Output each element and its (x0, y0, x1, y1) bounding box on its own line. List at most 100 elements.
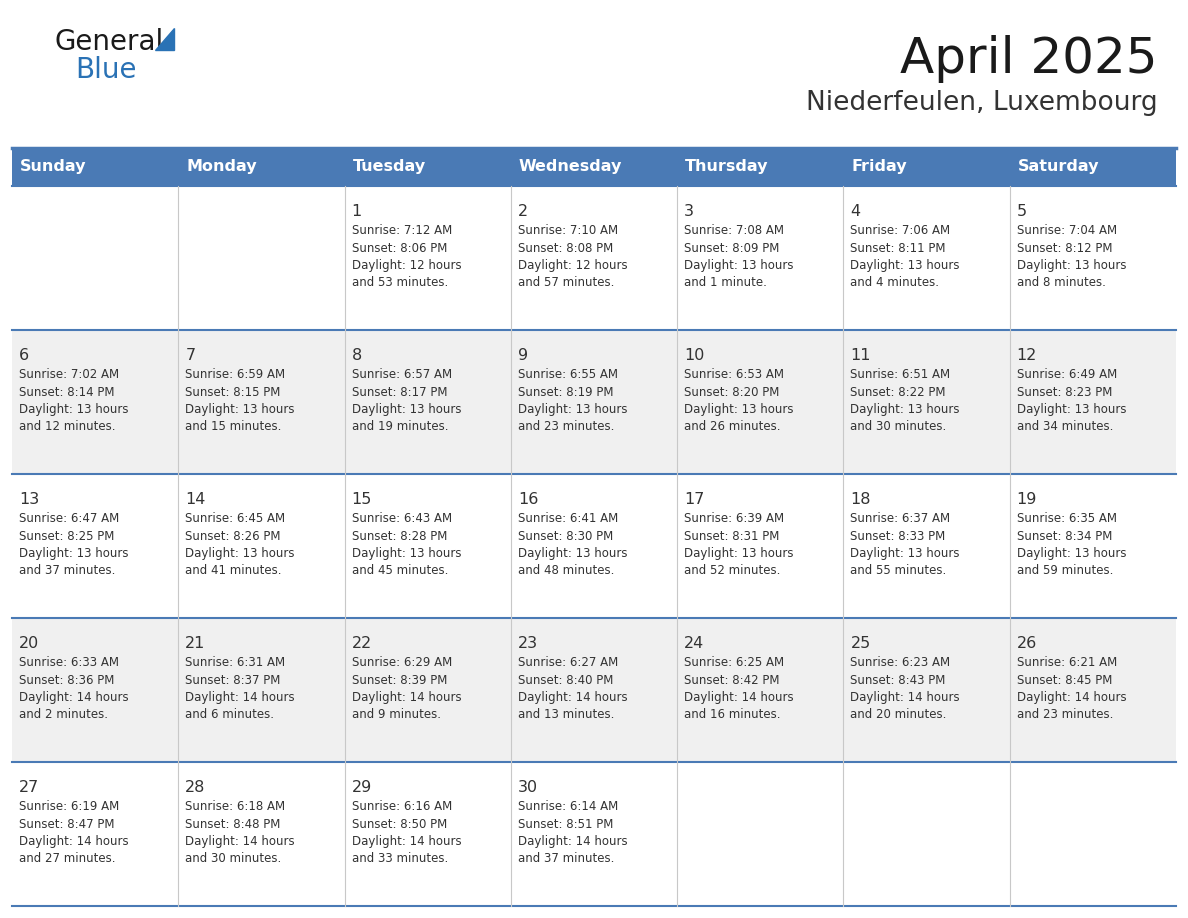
Text: Sunset: 8:39 PM: Sunset: 8:39 PM (352, 674, 447, 687)
Text: Sunrise: 6:43 AM: Sunrise: 6:43 AM (352, 512, 451, 525)
Text: and 19 minutes.: and 19 minutes. (352, 420, 448, 433)
Bar (12, 618, 1176, 762)
Text: Sunset: 8:09 PM: Sunset: 8:09 PM (684, 241, 779, 254)
Text: Sunrise: 6:39 AM: Sunrise: 6:39 AM (684, 512, 784, 525)
Text: and 55 minutes.: and 55 minutes. (851, 565, 947, 577)
Text: 1: 1 (352, 204, 362, 219)
Text: and 33 minutes.: and 33 minutes. (352, 853, 448, 866)
Text: Daylight: 13 hours: Daylight: 13 hours (684, 547, 794, 560)
Text: 30: 30 (518, 780, 538, 795)
Text: 19: 19 (1017, 492, 1037, 507)
Text: and 34 minutes.: and 34 minutes. (1017, 420, 1113, 433)
Text: Daylight: 14 hours: Daylight: 14 hours (19, 835, 128, 848)
Text: Daylight: 13 hours: Daylight: 13 hours (185, 403, 295, 416)
Text: and 30 minutes.: and 30 minutes. (851, 420, 947, 433)
Text: Sunrise: 6:25 AM: Sunrise: 6:25 AM (684, 656, 784, 669)
Text: Daylight: 14 hours: Daylight: 14 hours (352, 691, 461, 704)
Polygon shape (154, 28, 173, 50)
Text: 18: 18 (851, 492, 871, 507)
Text: Sunset: 8:40 PM: Sunset: 8:40 PM (518, 674, 613, 687)
Text: 7: 7 (185, 348, 195, 363)
Text: Daylight: 13 hours: Daylight: 13 hours (684, 259, 794, 272)
Text: Daylight: 13 hours: Daylight: 13 hours (19, 403, 128, 416)
Text: Sunset: 8:33 PM: Sunset: 8:33 PM (851, 530, 946, 543)
Text: Daylight: 13 hours: Daylight: 13 hours (851, 403, 960, 416)
Text: Daylight: 14 hours: Daylight: 14 hours (851, 691, 960, 704)
Text: and 20 minutes.: and 20 minutes. (851, 709, 947, 722)
Bar (12, 762, 1176, 906)
Text: 4: 4 (851, 204, 860, 219)
Text: Sunrise: 7:02 AM: Sunrise: 7:02 AM (19, 368, 119, 381)
Text: Daylight: 13 hours: Daylight: 13 hours (19, 547, 128, 560)
Text: Sunset: 8:19 PM: Sunset: 8:19 PM (518, 386, 613, 398)
Text: Sunrise: 7:06 AM: Sunrise: 7:06 AM (851, 224, 950, 237)
Text: Sunset: 8:17 PM: Sunset: 8:17 PM (352, 386, 447, 398)
Text: Sunset: 8:22 PM: Sunset: 8:22 PM (851, 386, 946, 398)
Text: and 59 minutes.: and 59 minutes. (1017, 565, 1113, 577)
Text: Daylight: 13 hours: Daylight: 13 hours (518, 547, 627, 560)
Text: and 53 minutes.: and 53 minutes. (352, 276, 448, 289)
Text: and 48 minutes.: and 48 minutes. (518, 565, 614, 577)
Text: Sunrise: 6:37 AM: Sunrise: 6:37 AM (851, 512, 950, 525)
Text: Sunrise: 6:23 AM: Sunrise: 6:23 AM (851, 656, 950, 669)
Text: Sunset: 8:11 PM: Sunset: 8:11 PM (851, 241, 946, 254)
Text: Sunrise: 6:57 AM: Sunrise: 6:57 AM (352, 368, 451, 381)
Text: Daylight: 13 hours: Daylight: 13 hours (185, 547, 295, 560)
Text: Monday: Monday (187, 160, 257, 174)
Text: and 27 minutes.: and 27 minutes. (19, 853, 115, 866)
Text: and 13 minutes.: and 13 minutes. (518, 709, 614, 722)
Text: and 4 minutes.: and 4 minutes. (851, 276, 940, 289)
Text: 26: 26 (1017, 636, 1037, 651)
Text: Sunset: 8:26 PM: Sunset: 8:26 PM (185, 530, 280, 543)
Text: Sunrise: 6:49 AM: Sunrise: 6:49 AM (1017, 368, 1117, 381)
Text: Sunrise: 6:53 AM: Sunrise: 6:53 AM (684, 368, 784, 381)
Text: 9: 9 (518, 348, 527, 363)
Text: Sunrise: 6:21 AM: Sunrise: 6:21 AM (1017, 656, 1117, 669)
Text: Sunrise: 6:41 AM: Sunrise: 6:41 AM (518, 512, 618, 525)
Text: 24: 24 (684, 636, 704, 651)
Text: Sunset: 8:31 PM: Sunset: 8:31 PM (684, 530, 779, 543)
Text: 16: 16 (518, 492, 538, 507)
Text: 12: 12 (1017, 348, 1037, 363)
Text: Daylight: 12 hours: Daylight: 12 hours (518, 259, 627, 272)
Text: Sunset: 8:28 PM: Sunset: 8:28 PM (352, 530, 447, 543)
Text: 10: 10 (684, 348, 704, 363)
Text: Sunrise: 6:33 AM: Sunrise: 6:33 AM (19, 656, 119, 669)
Text: and 37 minutes.: and 37 minutes. (19, 565, 115, 577)
Text: Sunrise: 7:04 AM: Sunrise: 7:04 AM (1017, 224, 1117, 237)
Text: and 15 minutes.: and 15 minutes. (185, 420, 282, 433)
Text: Sunset: 8:48 PM: Sunset: 8:48 PM (185, 818, 280, 831)
Text: and 26 minutes.: and 26 minutes. (684, 420, 781, 433)
Text: Sunset: 8:25 PM: Sunset: 8:25 PM (19, 530, 114, 543)
Text: Daylight: 14 hours: Daylight: 14 hours (1017, 691, 1126, 704)
Bar (12, 148, 1176, 186)
Text: Sunrise: 7:08 AM: Sunrise: 7:08 AM (684, 224, 784, 237)
Bar (12, 186, 1176, 330)
Text: Daylight: 12 hours: Daylight: 12 hours (352, 259, 461, 272)
Text: Sunrise: 6:51 AM: Sunrise: 6:51 AM (851, 368, 950, 381)
Text: Daylight: 14 hours: Daylight: 14 hours (185, 691, 295, 704)
Text: 25: 25 (851, 636, 871, 651)
Text: 20: 20 (19, 636, 39, 651)
Text: and 37 minutes.: and 37 minutes. (518, 853, 614, 866)
Text: and 9 minutes.: and 9 minutes. (352, 709, 441, 722)
Text: Sunrise: 6:59 AM: Sunrise: 6:59 AM (185, 368, 285, 381)
Text: Saturday: Saturday (1018, 160, 1099, 174)
Text: 5: 5 (1017, 204, 1026, 219)
Text: Blue: Blue (75, 56, 137, 84)
Text: Sunset: 8:14 PM: Sunset: 8:14 PM (19, 386, 114, 398)
Text: Daylight: 14 hours: Daylight: 14 hours (19, 691, 128, 704)
Text: and 8 minutes.: and 8 minutes. (1017, 276, 1106, 289)
Text: and 1 minute.: and 1 minute. (684, 276, 767, 289)
Text: 17: 17 (684, 492, 704, 507)
Text: Sunset: 8:12 PM: Sunset: 8:12 PM (1017, 241, 1112, 254)
Text: Daylight: 13 hours: Daylight: 13 hours (1017, 403, 1126, 416)
Text: Daylight: 14 hours: Daylight: 14 hours (185, 835, 295, 848)
Text: 21: 21 (185, 636, 206, 651)
Text: Sunrise: 6:29 AM: Sunrise: 6:29 AM (352, 656, 451, 669)
Text: Sunset: 8:08 PM: Sunset: 8:08 PM (518, 241, 613, 254)
Text: Sunday: Sunday (20, 160, 87, 174)
Text: 22: 22 (352, 636, 372, 651)
Text: and 30 minutes.: and 30 minutes. (185, 853, 282, 866)
Text: and 2 minutes.: and 2 minutes. (19, 709, 108, 722)
